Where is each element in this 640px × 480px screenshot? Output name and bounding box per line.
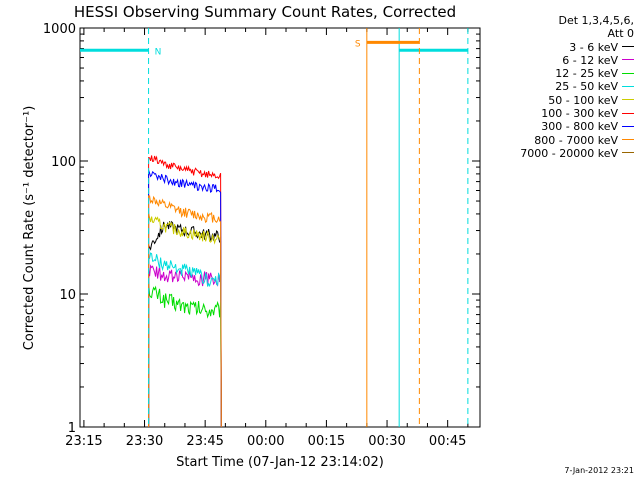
annotation-label: S [355, 39, 361, 49]
x-tick-label: 00:45 [429, 434, 466, 449]
legend-entry: 7000 - 20000 keV [484, 147, 634, 160]
legend-label: 7000 - 20000 keV [520, 146, 618, 160]
chart-title: HESSI Observing Summary Count Rates, Cor… [74, 3, 456, 21]
legend-swatch [622, 46, 634, 48]
legend-entry: 6 - 12 keV [484, 54, 634, 67]
y-tick-label: 1 [68, 421, 76, 436]
legend-swatch [622, 125, 634, 127]
x-tick-label: 00:30 [368, 434, 405, 449]
timestamp-stamp: 7-Jan-2012 23:21 [564, 466, 634, 475]
legend-rows: 3 - 6 keV 6 - 12 keV 12 - 25 keV 25 - 50 ke… [484, 41, 634, 161]
series-line [148, 155, 222, 428]
plot-frame [79, 27, 481, 428]
y-tick-label: 100 [51, 155, 76, 170]
legend-label: 25 - 50 keV [555, 80, 618, 94]
legend-entry: 12 - 25 keV [484, 67, 634, 80]
legend-swatch [622, 152, 634, 154]
legend-header-line-2: Att 0 [607, 27, 634, 41]
legend-header-line-1: Det 1,3,4,5,6, [558, 14, 634, 27]
legend-label: 3 - 6 keV [569, 40, 618, 54]
legend-label: 6 - 12 keV [562, 53, 618, 67]
legend-swatch [622, 59, 634, 61]
legend: Det 1,3,4,5,6, Att 0 3 - 6 keV 6 - 12 keV… [484, 14, 634, 160]
axes-layer: 23:15 23:30 23:45 00:00 00:15 00:30 00:45 1 10 10… [43, 22, 480, 449]
series-line [148, 264, 222, 428]
legend-swatch [622, 85, 634, 87]
legend-entry: 25 - 50 keV [484, 80, 634, 93]
x-tick-label: 23:45 [186, 434, 223, 449]
legend-label: 100 - 300 keV [541, 107, 618, 121]
annotation-label: N [155, 47, 162, 57]
series-line [148, 195, 222, 428]
legend-swatch [622, 112, 634, 114]
x-tick-label: 23:30 [126, 434, 163, 449]
series-line [148, 281, 222, 428]
y-tick-label: 1000 [43, 22, 76, 37]
annotation-layer: NS [80, 28, 469, 427]
series-line [148, 220, 222, 428]
series-line [148, 252, 222, 428]
series-line [148, 170, 222, 428]
series-layer [148, 155, 222, 428]
legend-label: 12 - 25 keV [555, 67, 618, 81]
legend-label: 300 - 800 keV [541, 120, 618, 134]
legend-entry: 3 - 6 keV [484, 41, 634, 54]
x-tick-label: 00:00 [247, 434, 284, 449]
x-tick-label: 00:15 [308, 434, 345, 449]
legend-label: 800 - 7000 keV [534, 133, 618, 147]
legend-entry: 50 - 100 keV [484, 94, 634, 107]
series-line [148, 213, 222, 428]
legend-entry: 100 - 300 keV [484, 107, 634, 120]
y-tick-label: 10 [59, 288, 76, 303]
x-tick-label: 23:15 [65, 434, 102, 449]
legend-entry: 300 - 800 keV [484, 120, 634, 133]
legend-swatch [622, 72, 634, 74]
legend-swatch [622, 99, 634, 101]
x-axis-label: Start Time (07-Jan-12 23:14:02) [176, 455, 384, 470]
y-axis-label: Corrected Count Rate (s⁻¹ detector⁻¹) [22, 106, 37, 351]
legend-entry: 800 - 7000 keV [484, 134, 634, 147]
legend-swatch [622, 139, 634, 141]
legend-label: 50 - 100 keV [548, 93, 618, 107]
